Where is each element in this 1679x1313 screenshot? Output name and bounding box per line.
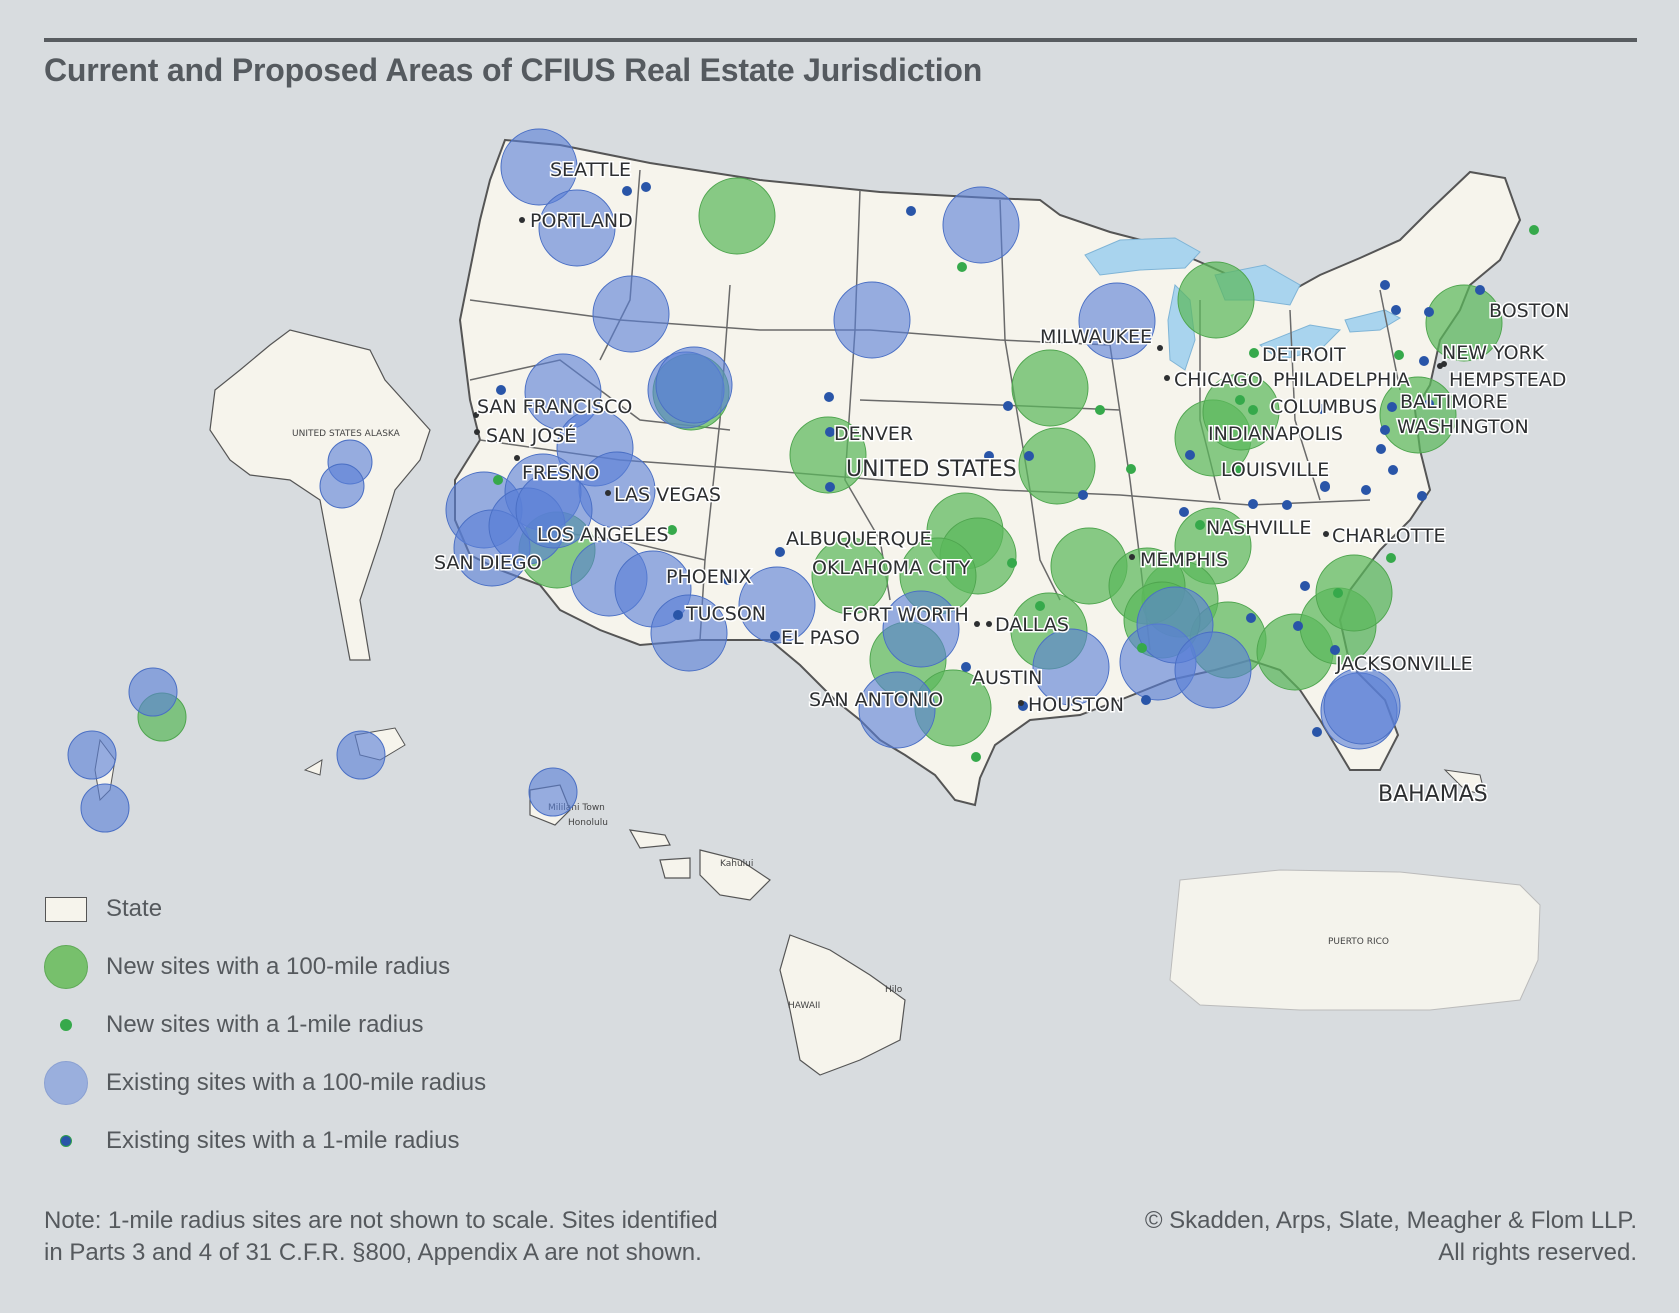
label-boston: BOSTON — [1489, 300, 1570, 322]
label-san-antonio: SAN ANTONIO — [809, 689, 943, 711]
hawaii-islands — [529, 784, 906, 1076]
label-dallas: DALLAS — [995, 614, 1069, 636]
top-rule — [44, 38, 1637, 42]
alaska-label: UNITED STATES ALASKA — [292, 429, 401, 439]
label-jacksonville: JACKSONVILLE — [1335, 653, 1473, 675]
label-hempstead: HEMPSTEAD — [1449, 369, 1566, 391]
label-tucson: TUCSON — [685, 603, 766, 625]
label-phoenix: PHOENIX — [666, 566, 752, 588]
legend-item-existing-1: Existing sites with a 1-mile radius — [44, 1112, 486, 1170]
label-new-york: NEW YORK — [1442, 342, 1545, 364]
label-portland: PORTLAND — [530, 210, 633, 232]
mililani-label: Mililani Town — [548, 803, 605, 813]
legend-item-new-100: New sites with a 100-mile radius — [44, 938, 486, 996]
hilo-label: Hilo — [885, 985, 903, 995]
city-labels: SEATTLE PORTLAND SAN FRANCISCO SAN JOSÉ … — [433, 158, 1572, 718]
footnote: Note: 1-mile radius sites are not shown … — [44, 1205, 824, 1269]
new-100-swatch — [44, 945, 88, 989]
new-sites-1-mile — [493, 225, 1539, 762]
label-el-paso: EL PASO — [781, 627, 860, 649]
existing-sites-100-mile — [67, 128, 1401, 833]
label-charlotte: CHARLOTTE — [1332, 525, 1446, 547]
legend-item-state: State — [44, 880, 486, 938]
label-austin: AUSTIN — [972, 667, 1042, 689]
new-1-swatch — [60, 1019, 72, 1031]
legend-item-existing-100: Existing sites with a 100-mile radius — [44, 1054, 486, 1112]
state-swatch — [45, 896, 87, 922]
label-los-angeles: LOS ANGELES — [537, 524, 669, 546]
city-markers — [473, 217, 1447, 706]
label-san-francisco: SAN FRANCISCO — [477, 396, 632, 418]
label-oklahoma-city: OKLAHOMA CITY — [812, 557, 971, 579]
label-memphis: MEMPHIS — [1140, 549, 1228, 571]
legend-item-new-1: New sites with a 1-mile radius — [44, 996, 486, 1054]
label-seattle: SEATTLE — [550, 159, 631, 181]
legend-label-state: State — [106, 895, 163, 922]
kahului-label: Kahului — [720, 859, 753, 869]
label-washington: WASHINGTON — [1397, 416, 1529, 438]
puerto-rico-landmass — [1169, 869, 1541, 1011]
legend-label-new-1: New sites with a 1-mile radius — [106, 1011, 424, 1038]
label-milwaukee: MILWAUKEE — [1040, 326, 1152, 348]
footnote-line-1: Note: 1-mile radius sites are not shown … — [44, 1207, 718, 1234]
existing-sites-1-mile — [496, 182, 1485, 737]
label-united-states: UNITED STATES — [846, 457, 1017, 482]
label-indianapolis: INDIANAPOLIS — [1208, 423, 1343, 445]
label-chicago: CHICAGO — [1174, 369, 1263, 391]
copyright-line-1: © Skadden, Arps, Slate, Meagher & Flom L… — [1144, 1207, 1637, 1234]
footnote-line-2: in Parts 3 and 4 of 31 C.F.R. §800, Appe… — [44, 1239, 702, 1266]
puerto-rico-label: PUERTO RICO — [1328, 937, 1389, 947]
label-louisville: LOUISVILLE — [1221, 459, 1329, 481]
honolulu-label: Honolulu — [568, 818, 608, 828]
legend-label-existing-100: Existing sites with a 100-mile radius — [106, 1069, 487, 1096]
label-detroit: DETROIT — [1262, 344, 1346, 366]
label-las-vegas: LAS VEGAS — [614, 484, 721, 506]
label-albuquerque: ALBUQUERQUE — [786, 528, 931, 550]
alaska-landmass — [209, 329, 431, 661]
label-fort-worth: FORT WORTH — [842, 604, 969, 626]
label-denver: DENVER — [834, 423, 913, 445]
label-nashville: NASHVILLE — [1206, 517, 1311, 539]
label-philadelphia: PHILADELPHIA — [1273, 369, 1410, 391]
label-san-diego: SAN DIEGO — [434, 552, 542, 574]
chart-title: Current and Proposed Areas of CFIUS Real… — [44, 52, 983, 88]
label-houston: HOUSTON — [1028, 694, 1124, 716]
legend-label-existing-1: Existing sites with a 1-mile radius — [106, 1127, 460, 1154]
bahamas-landmass — [1443, 769, 1486, 796]
label-san-jose: SAN JOSÉ — [486, 424, 576, 447]
copyright: © Skadden, Arps, Slate, Meagher & Flom L… — [997, 1205, 1637, 1269]
legend: State New sites with a 100-mile radius N… — [44, 880, 486, 1170]
copyright-line-2: All rights reserved. — [1438, 1239, 1637, 1266]
label-fresno: FRESNO — [522, 462, 599, 484]
legend-label-new-100: New sites with a 100-mile radius — [106, 953, 451, 980]
existing-100-swatch — [44, 1061, 88, 1105]
hawaii-label: HAWAII — [788, 1001, 820, 1011]
label-baltimore: BALTIMORE — [1400, 391, 1508, 413]
label-columbus: COLUMBUS — [1270, 396, 1377, 418]
bahamas-label: BAHAMAS — [1378, 782, 1488, 807]
existing-1-swatch — [60, 1135, 72, 1147]
